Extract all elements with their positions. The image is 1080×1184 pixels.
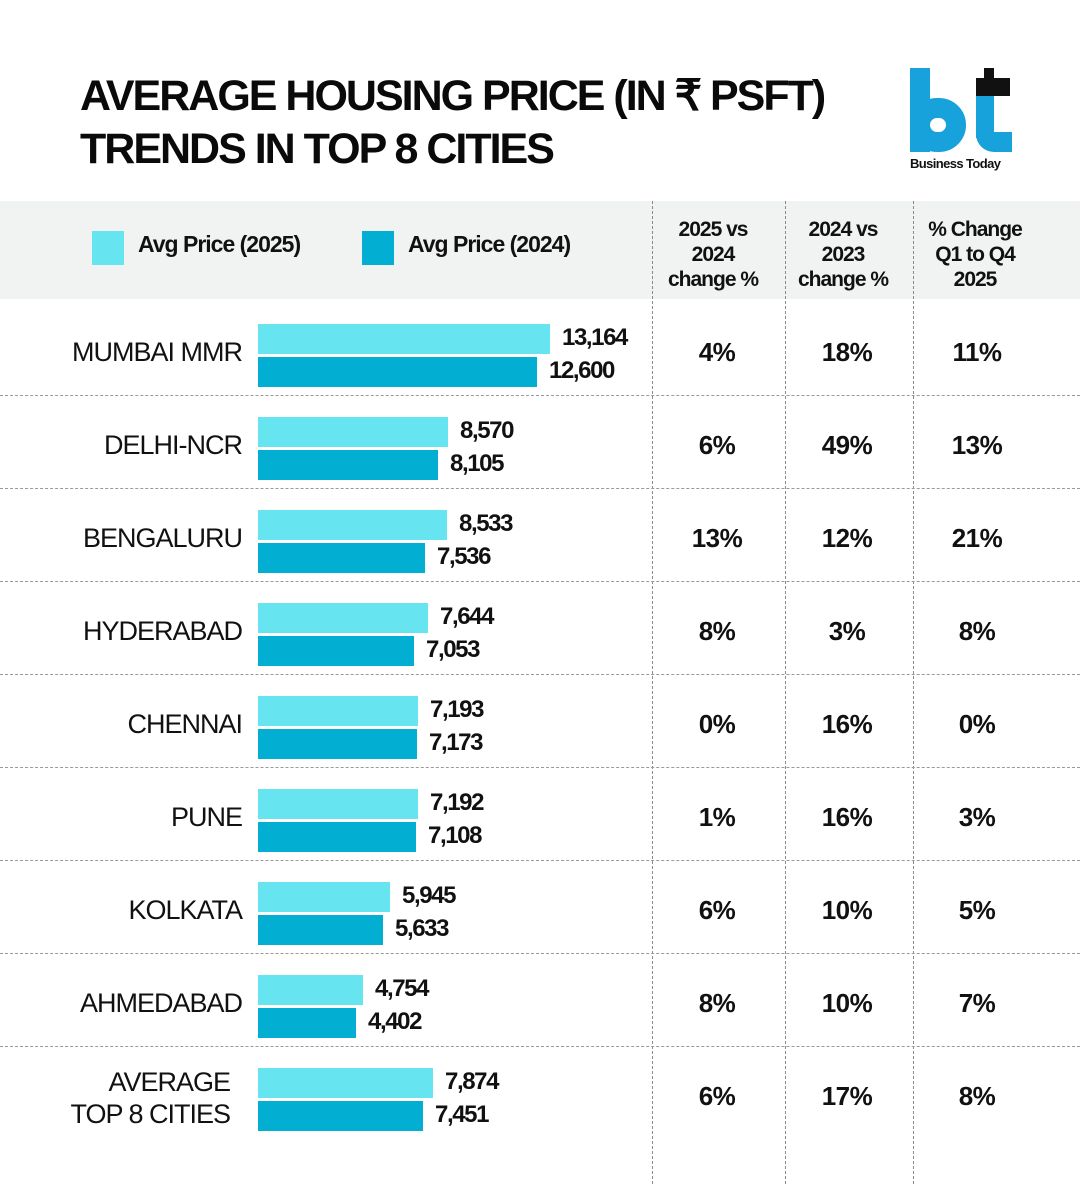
- bar-value-label-2025: 4,754: [375, 975, 429, 1002]
- bar-2024: [258, 729, 417, 759]
- bar-2025: [258, 417, 448, 447]
- percent-cell: 6%: [698, 895, 736, 925]
- row-divider: [0, 1046, 1080, 1047]
- row-divider: [0, 674, 1080, 675]
- percent-cell: 8%: [958, 616, 996, 646]
- legend-label-2024: Avg Price (2024): [408, 230, 571, 257]
- bar-value-label-2024: 7,173: [429, 729, 483, 756]
- column-header-2024-vs-2023: 2024 vs 2023 change %: [797, 218, 889, 291]
- percent-cell: 16%: [821, 709, 873, 739]
- title-line-1: AVERAGE HOUSING PRICE (IN ₹ PSFT): [80, 72, 826, 120]
- percent-cell: 10%: [821, 895, 873, 925]
- bar-2024: [258, 1008, 356, 1038]
- title-line-2: TRENDS IN TOP 8 CITIES: [80, 125, 555, 173]
- column-divider: [913, 201, 914, 1184]
- legend-swatch-2024: [362, 231, 394, 265]
- percent-cell: 13%: [951, 430, 1003, 460]
- percent-cell: 4%: [698, 337, 736, 367]
- bar-2025: [258, 696, 418, 726]
- percent-cell: 18%: [821, 337, 873, 367]
- bar-value-label-2025: 13,164: [562, 324, 628, 351]
- column-divider: [785, 201, 786, 1184]
- percent-cell: 8%: [958, 1081, 996, 1111]
- percent-cell: 8%: [698, 616, 736, 646]
- bar-value-label-2024: 12,600: [549, 357, 615, 384]
- percent-cell: 8%: [698, 988, 736, 1018]
- business-today-logo: Business Today: [906, 64, 1016, 176]
- bar-2024: [258, 450, 438, 480]
- legend-label-2025: Avg Price (2025): [138, 230, 301, 257]
- bar-2024: [258, 543, 425, 573]
- percent-cell: 17%: [821, 1081, 873, 1111]
- row-divider: [0, 581, 1080, 582]
- percent-cell: 7%: [958, 988, 996, 1018]
- city-label: CHENNAI: [127, 709, 243, 739]
- bar-2025: [258, 603, 428, 633]
- percent-cell: 5%: [958, 895, 996, 925]
- row-divider: [0, 395, 1080, 396]
- bar-value-label-2024: 7,451: [435, 1101, 489, 1128]
- bar-2025: [258, 1068, 433, 1098]
- percent-cell: 6%: [698, 430, 736, 460]
- bar-2025: [258, 975, 363, 1005]
- table-header-band: [0, 201, 1080, 299]
- city-label: MUMBAI MMR: [72, 337, 243, 367]
- chart-title: AVERAGE HOUSING PRICE (IN ₹ PSFT) TRENDS…: [80, 70, 826, 176]
- column-header-q1-to-q4: % Change Q1 to Q4 2025: [928, 218, 1023, 291]
- column-header-2025-vs-2024: 2025 vs 2024 change %: [667, 218, 759, 291]
- row-divider: [0, 767, 1080, 768]
- city-label: AHMEDABAD: [79, 988, 243, 1018]
- percent-cell: 13%: [691, 523, 743, 553]
- bar-value-label-2024: 7,108: [428, 822, 482, 849]
- percent-cell: 11%: [952, 337, 1002, 367]
- percent-cell: 12%: [821, 523, 873, 553]
- bar-2024: [258, 1101, 423, 1131]
- percent-cell: 16%: [821, 802, 873, 832]
- city-label: HYDERABAD: [82, 616, 243, 646]
- city-label: AVERAGE TOP 8 CITIES: [70, 1067, 231, 1129]
- bar-value-label-2024: 7,536: [437, 543, 491, 570]
- bar-value-label-2025: 8,533: [459, 510, 513, 537]
- percent-cell: 6%: [698, 1081, 736, 1111]
- percent-cell: 3%: [958, 802, 996, 832]
- row-divider: [0, 488, 1080, 489]
- percent-cell: 0%: [698, 709, 736, 739]
- bar-value-label-2025: 5,945: [402, 882, 456, 909]
- bar-2024: [258, 915, 383, 945]
- bar-value-label-2024: 4,402: [368, 1008, 422, 1035]
- bar-2025: [258, 510, 447, 540]
- percent-cell: 1%: [698, 802, 736, 832]
- bar-2025: [258, 789, 418, 819]
- legend-item-2025: Avg Price (2025): [92, 230, 301, 265]
- bar-value-label-2024: 5,633: [395, 915, 449, 942]
- bar-value-label-2025: 7,193: [430, 696, 484, 723]
- logo-text: Business Today: [910, 156, 1001, 171]
- bar-2024: [258, 822, 416, 852]
- city-label: BENGALURU: [82, 523, 243, 553]
- column-divider: [652, 201, 653, 1184]
- city-label: DELHI-NCR: [103, 430, 243, 460]
- bar-2025: [258, 882, 390, 912]
- percent-cell: 0%: [958, 709, 996, 739]
- percent-cell: 21%: [951, 523, 1003, 553]
- bar-value-label-2025: 8,570: [460, 417, 514, 444]
- bar-value-label-2024: 8,105: [450, 450, 504, 477]
- percent-cell: 3%: [828, 616, 866, 646]
- bar-value-label-2025: 7,644: [440, 603, 494, 630]
- bar-2025: [258, 324, 550, 354]
- bar-2024: [258, 357, 537, 387]
- city-label: KOLKATA: [128, 895, 243, 925]
- bar-value-label-2025: 7,192: [430, 789, 484, 816]
- bar-value-label-2025: 7,874: [445, 1068, 499, 1095]
- row-divider: [0, 953, 1080, 954]
- row-divider: [0, 860, 1080, 861]
- percent-cell: 10%: [821, 988, 873, 1018]
- city-label: PUNE: [170, 802, 243, 832]
- percent-cell: 49%: [821, 430, 873, 460]
- legend-item-2024: Avg Price (2024): [362, 230, 571, 265]
- bar-2024: [258, 636, 414, 666]
- bar-value-label-2024: 7,053: [426, 636, 480, 663]
- legend-swatch-2025: [92, 231, 124, 265]
